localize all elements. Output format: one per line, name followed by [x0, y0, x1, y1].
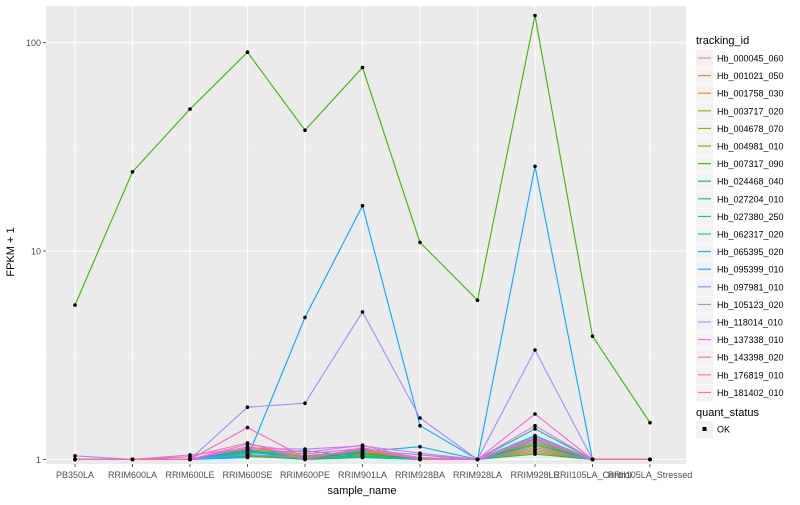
data-point	[245, 425, 250, 430]
grid	[46, 6, 686, 464]
data-point	[418, 423, 422, 428]
legend-label: Hb_181402_010	[717, 388, 784, 398]
shape-legend-key-marker	[702, 427, 707, 431]
data-point	[533, 348, 537, 352]
shape-legend-label: OK	[717, 425, 730, 435]
data-point	[590, 334, 595, 339]
legend-label: Hb_001758_030	[717, 89, 784, 99]
legend-label: Hb_003717_020	[717, 106, 784, 116]
x-tick-label: RRIM600PE	[280, 470, 330, 480]
data-point	[245, 453, 250, 457]
data-point	[533, 423, 537, 428]
data-point	[360, 445, 365, 450]
x-tick-label: RRIM928BA	[395, 470, 445, 480]
y-tick-label: 100	[26, 38, 41, 48]
legend-label: Hb_095399_010	[717, 265, 784, 275]
data-point	[533, 164, 537, 169]
data-point	[533, 442, 537, 447]
data-point	[648, 420, 652, 425]
data-point	[245, 444, 250, 449]
data-point	[418, 457, 422, 462]
data-point	[188, 107, 192, 111]
data-point	[418, 451, 422, 456]
y-tick-label: 1	[36, 455, 41, 465]
data-point	[475, 457, 480, 462]
legend-label: Hb_065395_020	[717, 247, 784, 257]
x-tick-label: RRIM600LA	[108, 470, 157, 480]
data-point	[590, 457, 595, 462]
legend-label: Hb_097981_010	[717, 282, 784, 292]
data-point	[533, 438, 537, 442]
data-point	[533, 427, 537, 431]
legend-label: Hb_027380_250	[717, 212, 784, 222]
legend-label: Hb_143398_020	[717, 353, 784, 363]
data-point	[130, 457, 135, 462]
shape-legend-title: quant_status	[696, 407, 759, 419]
data-point	[245, 441, 250, 445]
data-point	[533, 448, 537, 453]
x-tick-label: RRII105LA_Control	[553, 470, 631, 480]
legend-label: Hb_004981_010	[717, 142, 784, 152]
x-tick-label: RRII105LA_Stressed	[608, 470, 693, 480]
data-point	[73, 457, 77, 462]
data-point	[303, 315, 307, 320]
legend-label: Hb_137338_010	[717, 335, 784, 345]
x-tick-label: RRIM928LE	[510, 470, 559, 480]
data-point	[475, 298, 480, 303]
data-point	[73, 454, 77, 458]
data-point	[533, 452, 537, 456]
data-point	[418, 416, 422, 420]
data-point	[360, 203, 365, 208]
legend-label: Hb_024468_040	[717, 177, 784, 187]
legend-label: Hb_000045_060	[717, 54, 784, 64]
axes: FPKM + 1 sample_name 1 10 100 PB350LA RRIM60…	[5, 38, 692, 497]
data-point	[188, 457, 192, 462]
legend-label: Hb_001021_050	[717, 71, 784, 81]
panel-background	[46, 6, 686, 464]
data-point	[418, 240, 422, 245]
data-point	[533, 445, 537, 450]
data-point	[188, 454, 192, 459]
shape-legend-items: OK	[696, 421, 730, 438]
legend-label: Hb_004678_070	[717, 124, 784, 134]
x-tick-label: PB350LA	[56, 470, 94, 480]
data-point	[245, 405, 250, 410]
data-point	[360, 65, 365, 70]
legend-label: Hb_062317_020	[717, 230, 784, 240]
data-point	[360, 310, 365, 314]
legend-label: Hb_105123_020	[717, 300, 784, 310]
data-point	[360, 454, 365, 459]
data-point	[73, 303, 77, 307]
legend-title: tracking_id	[696, 35, 749, 47]
legend-label: Hb_118014_010	[717, 318, 783, 328]
plot-panel	[46, 6, 686, 464]
y-axis-title: FPKM + 1	[5, 227, 17, 276]
data-point	[245, 455, 250, 460]
data-point	[533, 13, 537, 18]
data-point	[303, 457, 307, 462]
data-point	[130, 170, 135, 174]
data-point	[245, 50, 250, 54]
legend-label: Hb_007317_090	[717, 159, 784, 169]
legend-label: Hb_027204_010	[717, 194, 784, 204]
data-point	[303, 128, 307, 132]
data-point	[648, 457, 652, 462]
data-point	[418, 444, 422, 449]
data-points	[73, 13, 652, 462]
x-axis-title: sample_name	[327, 485, 396, 497]
data-point	[303, 447, 307, 451]
x-tick-label: RRIM901LA	[338, 470, 387, 480]
data-point	[303, 452, 307, 456]
data-point	[303, 401, 307, 406]
data-point	[533, 412, 537, 416]
y-tick-label: 10	[31, 247, 41, 257]
x-tick-label: RRIM928LA	[453, 470, 502, 480]
legend-items: Hb_000045_060 Hb_001021_050 Hb_001758_030 H…	[696, 50, 784, 402]
x-tick-label: RRIM600LE	[165, 470, 214, 480]
legend-label: Hb_176819_010	[717, 370, 784, 380]
x-tick-label: RRIM600SE	[222, 470, 272, 480]
legend: tracking_id Hb_000045_060Hb_001021_050Hb…	[696, 35, 784, 438]
